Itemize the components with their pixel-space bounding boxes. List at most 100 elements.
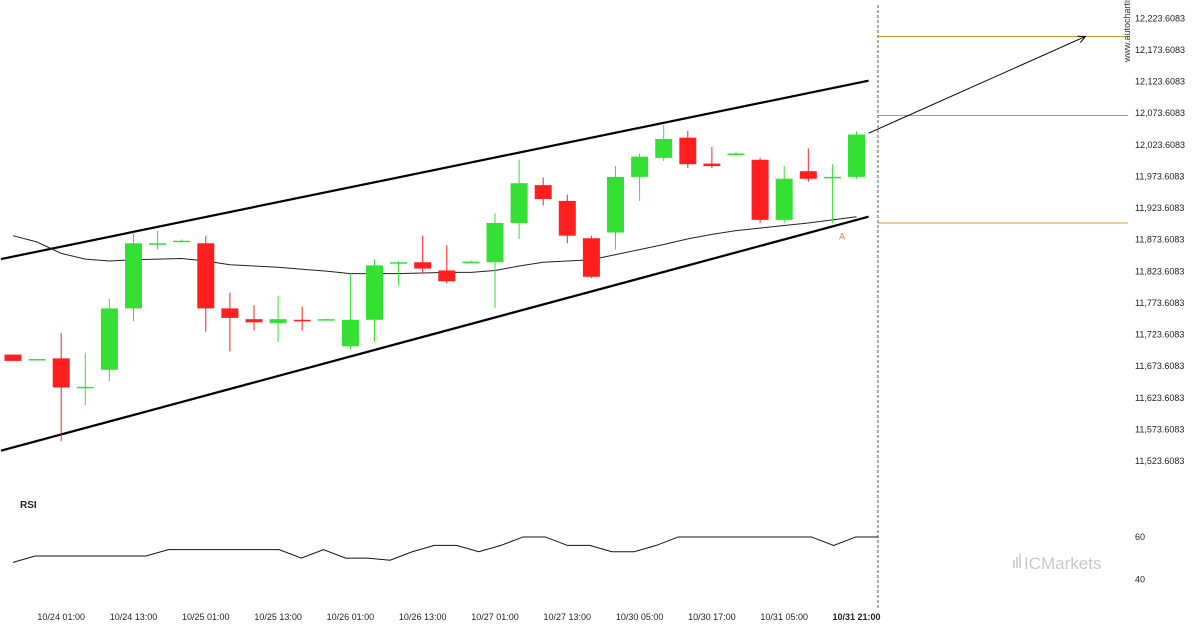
candle [221,292,239,352]
price-tick-label: 11,673.6083 [1135,361,1184,371]
candle [125,232,142,322]
candle [317,318,335,321]
projection-arrow-line [868,36,1086,134]
candle [173,239,191,243]
price-tick-label: 11,873.6083 [1135,235,1184,245]
candle [245,305,263,331]
candle [100,298,118,382]
rsi-panel: RSI 60 40 [12,500,1145,584]
candle [341,273,359,350]
price-tick-label: 12,073.6083 [1135,108,1185,118]
candle [149,230,167,250]
candle-body [197,243,215,309]
candle-body [775,178,793,220]
candle-body [390,262,408,264]
candle [727,152,745,155]
candle [799,148,817,182]
candle [366,259,383,342]
candle [293,306,311,331]
time-tick-label: 10/30 17:00 [688,612,736,622]
candle [510,159,528,239]
pattern-marker-label: A [839,231,845,241]
candle [438,245,456,284]
channel-lines [0,79,869,452]
candle-body [52,358,70,388]
projection-arrow-head [1077,35,1087,43]
time-tick-label: 10/26 13:00 [399,612,447,622]
candle-body [125,243,142,309]
time-tick-label: 10/26 01:00 [327,612,375,622]
candle [655,125,673,162]
time-tick-label: 10/24 01:00 [37,612,85,622]
candle [52,333,70,442]
candle-body [317,319,335,321]
time-tick-label: 10/31 05:00 [760,612,808,622]
rsi-label: RSI [20,500,37,511]
candle [751,157,769,224]
rsi-series-line [12,536,878,563]
candle-body [100,308,118,370]
candle [197,235,215,332]
price-panel: 12,223.6083 12,173.6083 12,123.6083 12,073.… [0,5,1185,608]
rsi-tick-label: 60 [1135,532,1145,542]
time-axis: 10/24 01:00 10/24 13:00 10/25 01:00 10/25 1… [37,612,880,622]
candle-body [438,270,456,282]
candle [4,354,22,361]
price-levels [878,35,1128,224]
candle-body [823,176,841,179]
candle [679,130,697,169]
candle [558,194,576,244]
price-tick-label: 12,223.6083 [1135,13,1185,23]
candle [582,235,600,279]
candle-body [703,163,721,167]
candle-body [607,176,624,233]
time-tick-label: 10/27 13:00 [544,612,592,622]
candle [269,295,287,342]
channel-lower-line [0,215,869,452]
candle-body [582,238,600,277]
price-axis: 12,223.6083 12,173.6083 12,123.6083 12,073.… [1135,13,1185,466]
rsi-line: 60 40 [12,532,1145,584]
price-tick-label: 12,123.6083 [1135,77,1185,87]
price-tick-label: 12,023.6083 [1135,140,1185,150]
brand-logo: ICMarkets [1013,554,1101,573]
candle-body [149,243,167,245]
price-tick-label: 11,623.6083 [1135,393,1184,403]
candle-body [462,261,480,264]
candle-body [486,223,504,263]
price-tick-label: 11,973.6083 [1135,171,1184,181]
candle [631,153,649,201]
candle-body [631,156,649,177]
candle-body [28,359,46,361]
candle [534,177,552,206]
candle [76,352,94,406]
candle [848,131,865,179]
candle-body [848,134,865,177]
price-tick-label: 11,723.6083 [1135,330,1184,340]
candle [607,166,624,250]
candle [823,164,841,224]
candle-body [341,319,359,347]
price-tick-label: 12,173.6083 [1135,45,1185,55]
candle-body [4,354,22,361]
candle [703,147,721,169]
time-tick-label: 10/25 13:00 [254,612,302,622]
candle-body [293,319,311,322]
rsi-tick-label: 40 [1135,574,1145,584]
moving-average-line [12,216,857,275]
candle-body [655,138,673,158]
time-tick-label: 10/25 01:00 [182,612,230,622]
price-tick-label: 11,573.6083 [1135,424,1184,434]
time-tick-label: 10/27 01:00 [471,612,519,622]
candle-body [173,240,191,243]
candle-body [366,265,383,320]
candle [414,235,432,274]
time-tick-label: 10/31 21:00 [832,612,880,622]
price-tick-label: 11,773.6083 [1135,298,1184,308]
time-tick-label: 10/24 13:00 [110,612,158,622]
candle [486,213,504,308]
watermark-text: www.autochartist.com [1122,0,1132,63]
candles [4,125,865,442]
candle [775,166,793,224]
projection: A [839,5,1087,608]
